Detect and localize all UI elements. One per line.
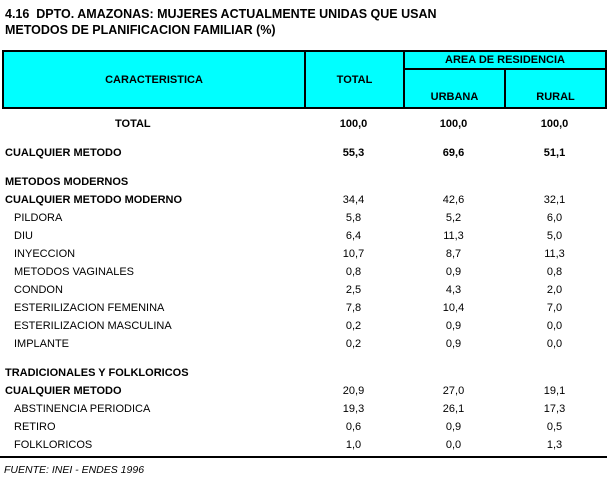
cell-urbana: 0,9 [445,266,462,278]
row-label: TOTAL [115,118,151,130]
cell-rural: 0,0 [546,338,563,350]
cell-rural: 17,3 [543,403,566,415]
cell-urbana: 0,0 [445,439,462,451]
table-row: DIU 6,4 11,3 5,0 [0,227,607,245]
table-row: FOLKLORICOS 1,0 0,0 1,3 [0,436,607,454]
table-row: ESTERILIZACION MASCULINA 0,2 0,9 0,0 [0,317,607,335]
table-row: CUALQUIER METODO 55,3 69,6 51,1 [0,144,607,162]
row-label: METODOS VAGINALES [14,266,135,278]
cell-total: 7,8 [345,302,362,314]
cell-rural: 51,1 [543,147,566,159]
table-row: CUALQUIER METODO 20,9 27,0 19,1 [0,382,607,400]
table-row: ABSTINENCIA PERIODICA 19,3 26,1 17,3 [0,400,607,418]
cell-total: 100,0 [339,118,368,130]
cell-urbana: 8,7 [445,248,462,260]
row-label: METODOS MODERNOS [5,176,129,188]
row-label: CONDON [14,284,63,296]
cell-rural: 2,0 [546,284,563,296]
row-label: ESTERILIZACION FEMENINA [14,302,165,314]
table-row: PILDORA 5,8 5,2 6,0 [0,209,607,227]
cell-rural: 0,5 [546,421,563,433]
row-gap [0,353,607,364]
cell-urbana: 27,0 [442,385,465,397]
cell-total: 55,3 [342,147,365,159]
row-label: FOLKLORICOS [14,439,93,451]
cell-total: 0,2 [345,338,362,350]
row-label: ESTERILIZACION MASCULINA [14,320,172,332]
cell-total: 19,3 [342,403,365,415]
table-row: CONDON 2,5 4,3 2,0 [0,281,607,299]
cell-total: 0,6 [345,421,362,433]
row-label: PILDORA [14,212,63,224]
cell-urbana: 11,3 [443,230,464,242]
cell-rural: 7,0 [546,302,563,314]
source-note: FUENTE: INEI - ENDES 1996 [4,464,145,476]
cell-total: 5,8 [345,212,362,224]
header-total: TOTAL [304,52,403,107]
table-row: ESTERILIZACION FEMENINA 7,8 10,4 7,0 [0,299,607,317]
cell-rural: 5,0 [546,230,563,242]
table-row: IMPLANTE 0,2 0,9 0,0 [0,335,607,353]
header-caracteristica: CARACTERISTICA [105,73,203,86]
table-title: 4.16 DPTO. AMAZONAS: MUJERES ACTUALMENTE… [0,0,607,38]
header-urbana: URBANA [430,91,479,103]
cell-urbana: 42,6 [442,194,465,206]
cell-total: 1,0 [345,439,362,451]
cell-total: 10,7 [342,248,365,260]
table-row: CUALQUIER METODO MODERNO 34,4 42,6 32,1 [0,191,607,209]
row-label: CUALQUIER METODO [5,147,122,159]
cell-total: 0,2 [345,320,362,332]
row-label: INYECCION [14,248,76,260]
cell-rural: 32,1 [543,194,566,206]
cell-rural: 6,0 [546,212,563,224]
row-label: DIU [14,230,33,242]
cell-total: 6,4 [345,230,362,242]
header-rural: RURAL [504,70,605,107]
cell-rural: 0,8 [546,266,563,278]
table-header: CARACTERISTICA TOTAL AREA DE RESIDENCIA … [2,50,607,109]
cell-total: 20,9 [342,385,365,397]
cell-rural: 19,1 [543,385,566,397]
cell-urbana: 100,0 [439,118,468,130]
cell-urbana: 4,3 [445,284,462,296]
row-label: CUALQUIER METODO MODERNO [5,194,183,206]
title-line-2: METODOS DE PLANIFICACION FAMILIAR (%) [5,23,276,37]
header-area-subcolumns: URBANA RURAL [405,70,605,107]
table-row: METODOS MODERNOS [0,173,607,191]
cell-rural: 1,3 [546,439,563,451]
cell-urbana: 0,9 [445,320,462,332]
cell-urbana: 0,9 [445,421,462,433]
title-line-1: 4.16 DPTO. AMAZONAS: MUJERES ACTUALMENTE… [5,7,437,21]
table-row: INYECCION 10,7 8,7 11,3 [0,245,607,263]
row-gap [0,162,607,173]
cell-rural: 100,0 [540,118,569,130]
table-row: TOTAL 100,0 100,0 100,0 [0,115,607,133]
header-area-de-residencia: AREA DE RESIDENCIA [405,52,605,70]
cell-urbana: 10,4 [442,302,465,314]
cell-total: 34,4 [342,194,365,206]
table-body: TOTAL 100,0 100,0 100,0 CUALQUIER METODO 55,3… [0,115,607,454]
table-row: METODOS VAGINALES 0,8 0,9 0,8 [0,263,607,281]
cell-urbana: 5,2 [445,212,462,224]
cell-total: 2,5 [345,284,362,296]
cell-urbana: 69,6 [442,147,465,159]
row-label: IMPLANTE [14,338,70,350]
bottom-rule [0,456,607,458]
row-label: ABSTINENCIA PERIODICA [14,403,151,415]
cell-urbana: 26,1 [442,403,465,415]
cell-total: 0,8 [345,266,362,278]
table-row: RETIRO 0,6 0,9 0,5 [0,418,607,436]
cell-rural: 11,3 [544,248,565,260]
cell-rural: 0,0 [546,320,563,332]
row-label: CUALQUIER METODO [5,385,122,397]
table-row: TRADICIONALES Y FOLKLORICOS [0,364,607,382]
row-label: TRADICIONALES Y FOLKLORICOS [5,367,189,379]
header-area-group: AREA DE RESIDENCIA URBANA RURAL [403,52,605,107]
cell-urbana: 0,9 [445,338,462,350]
row-gap [0,133,607,144]
row-label: RETIRO [14,421,56,433]
